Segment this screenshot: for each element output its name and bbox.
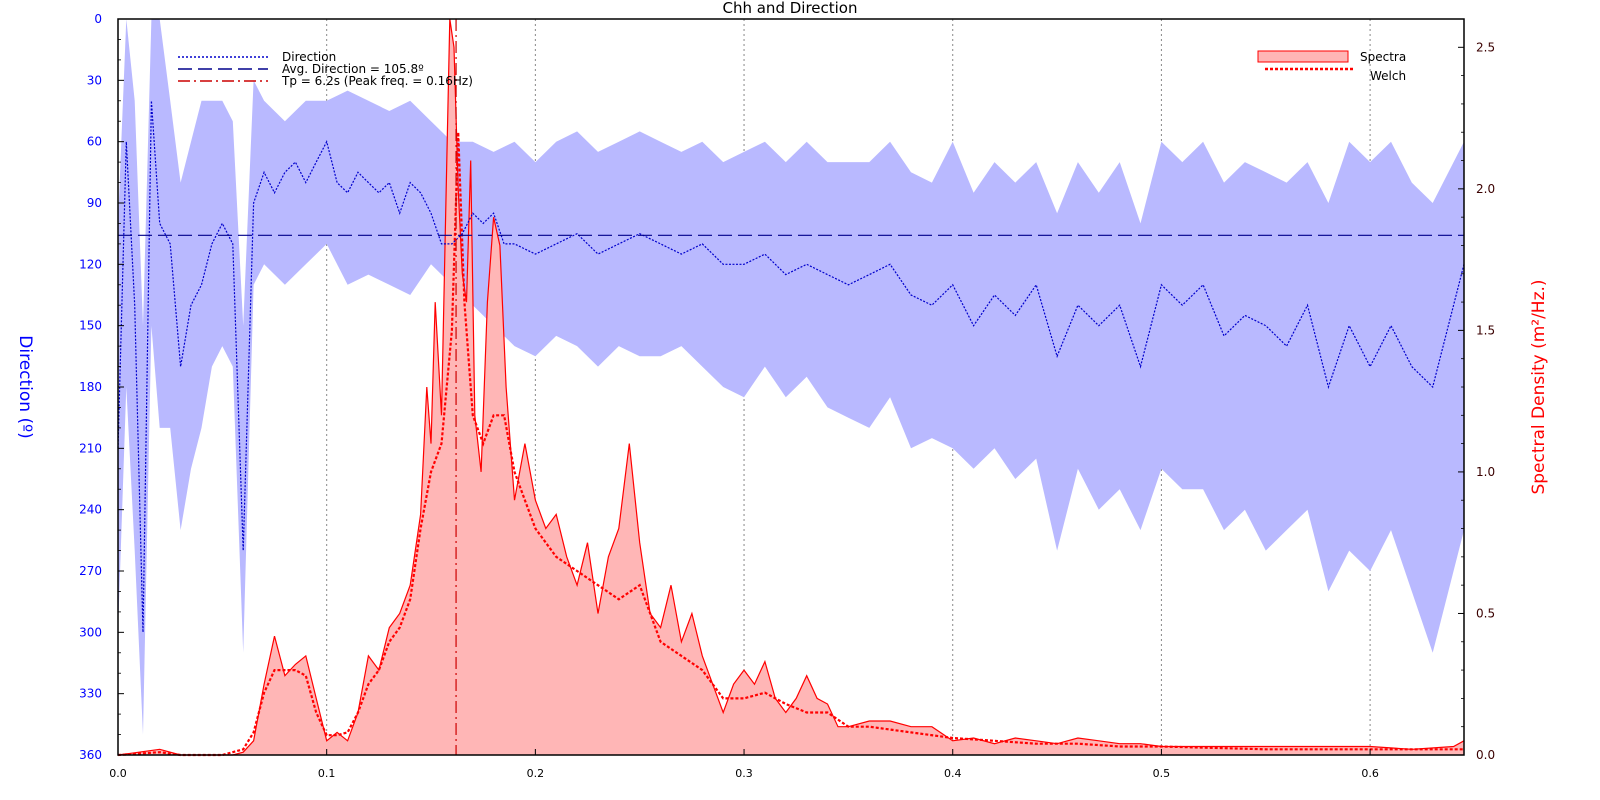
- legend-welch: Welch: [1370, 69, 1406, 83]
- direction-band: [118, 19, 1464, 735]
- x-tick-label-2: 0.2: [527, 767, 545, 780]
- direction-line: [117, 100, 1465, 633]
- left-tick-label-8: 240: [79, 503, 102, 517]
- welch-series: [117, 132, 1464, 757]
- x-tick-label-5: 0.5: [1153, 767, 1171, 780]
- legend-spectra: Spectra: [1360, 50, 1406, 64]
- x-tick-label-3: 0.3: [735, 767, 753, 780]
- welch-line: [117, 132, 1464, 757]
- legend-right: Spectra Welch: [1257, 50, 1406, 83]
- left-tick-label-7: 210: [79, 441, 102, 455]
- left-tick-label-4: 120: [79, 257, 102, 271]
- left-tick-label-3: 90: [87, 196, 102, 210]
- x-tick-label-4: 0.4: [944, 767, 962, 780]
- left-axis-ticks: 0 30 60 90 120 150 180 210 240 270 300 330 360: [79, 12, 124, 762]
- right-tick-label-5: 2.5: [1476, 40, 1495, 54]
- direction-series: [117, 100, 1465, 633]
- legend-avg-direction: Avg. Direction = 105.8º: [282, 62, 424, 76]
- left-tick-label-0: 0: [94, 12, 102, 26]
- left-axis-label: Direction (º): [15, 335, 35, 438]
- left-tick-label-11: 330: [79, 687, 102, 701]
- chart-title: Chh and Direction: [722, 0, 857, 17]
- x-tick-label-1: 0.1: [318, 767, 336, 780]
- x-axis-ticks: 0.0 0.1 0.2 0.3 0.4 0.5 0.6: [109, 749, 1379, 780]
- left-tick-label-10: 300: [79, 625, 102, 639]
- legend-direction: Direction: [282, 50, 336, 64]
- right-tick-label-1: 0.5: [1476, 606, 1495, 620]
- x-tick-label-0: 0.0: [109, 767, 127, 780]
- right-tick-label-4: 2.0: [1476, 182, 1495, 196]
- right-tick-label-2: 1.0: [1476, 465, 1495, 479]
- right-axis-label: Spectral Density (m²/Hz.): [1529, 279, 1549, 494]
- legend-tp: Tp = 6.2s (Peak freq. = 0.16Hz): [281, 74, 473, 88]
- left-tick-label-1: 30: [87, 73, 102, 87]
- left-tick-label-9: 270: [79, 564, 102, 578]
- spectra-area: [118, 19, 1464, 755]
- left-tick-label-12: 360: [79, 748, 102, 762]
- legend-left: Direction Avg. Direction = 105.8º Tp = 6…: [178, 50, 473, 88]
- right-tick-label-3: 1.5: [1476, 323, 1495, 337]
- left-tick-label-5: 150: [79, 319, 102, 333]
- left-tick-label-6: 180: [79, 380, 102, 394]
- reference-lines: [118, 19, 1464, 755]
- direction-band-area: [118, 19, 1464, 735]
- left-tick-label-2: 60: [87, 135, 102, 149]
- x-tick-label-6: 0.6: [1361, 767, 1379, 780]
- right-axis-ticks: 0.0 0.5 1.0 1.5 2.0 2.5: [1458, 40, 1495, 762]
- right-tick-label-0: 0.0: [1476, 748, 1495, 762]
